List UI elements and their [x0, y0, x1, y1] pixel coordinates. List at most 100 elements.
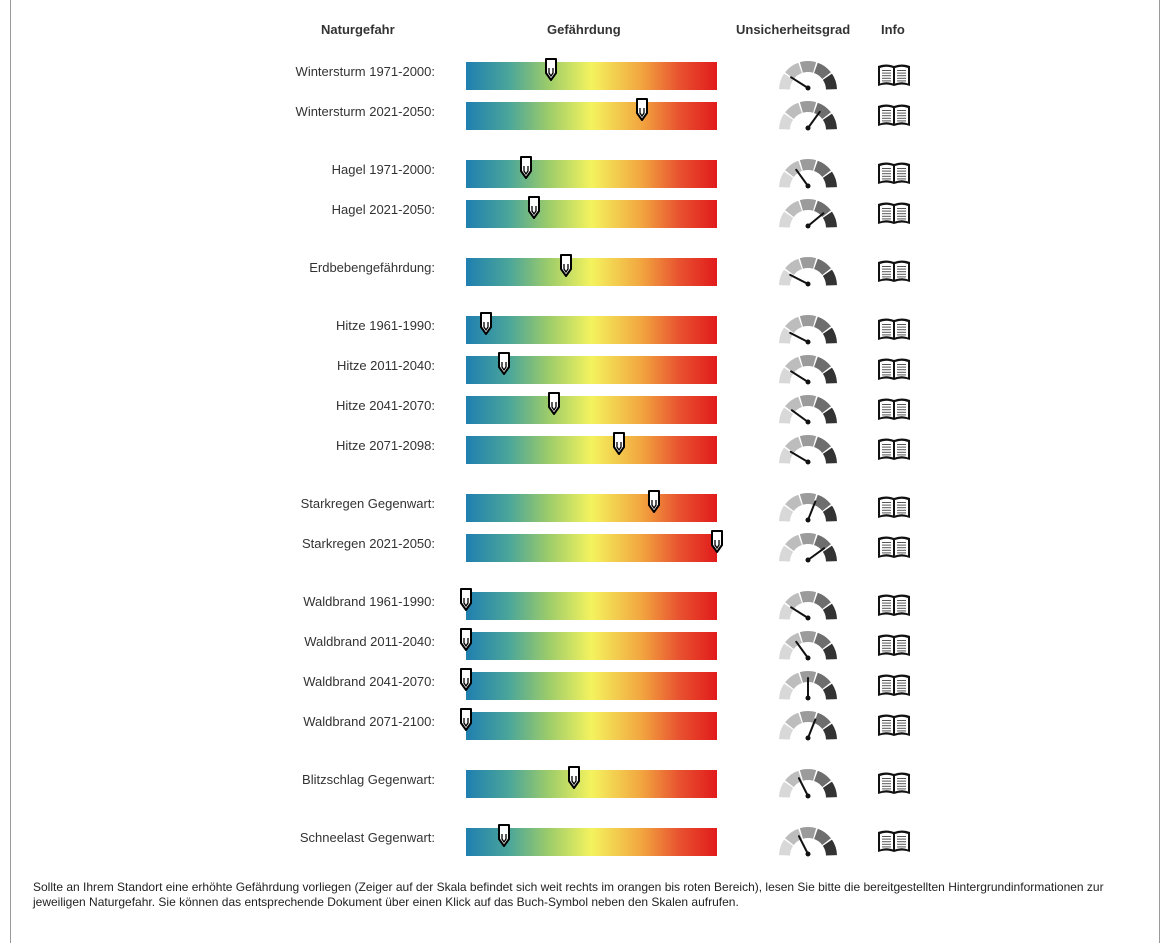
hazard-scale	[466, 254, 717, 286]
hazard-row: Waldbrand 1961-1990:	[11, 588, 1161, 621]
hazard-label: Hitze 1961-1990:	[335, 318, 435, 333]
hazard-label: Hitze 2041-2070:	[335, 398, 435, 413]
gauge-segment	[799, 769, 817, 781]
gauge-segment	[814, 712, 831, 729]
gauge-segment	[785, 396, 802, 413]
gauge-needle	[795, 168, 809, 187]
gauge-needle	[807, 110, 821, 129]
gauge-segment	[779, 781, 794, 798]
hazard-label: Starkregen Gegenwart:	[300, 496, 435, 511]
gauge-needle	[789, 273, 809, 285]
gauge-segment	[799, 631, 817, 643]
hazard-row: Wintersturm 2021-2050:	[11, 98, 1161, 131]
gauge-segment	[814, 592, 831, 609]
gauge-segment	[779, 407, 794, 424]
gauge-hub	[805, 223, 811, 229]
gauge-segment	[814, 632, 831, 649]
gauge-needle	[807, 718, 817, 739]
gauge-segment	[779, 839, 794, 856]
gauge-hub	[805, 459, 811, 465]
gauge-hub	[805, 281, 811, 287]
book-icon[interactable]	[877, 592, 911, 618]
hazard-scale	[466, 766, 717, 798]
book-icon[interactable]	[877, 436, 911, 462]
book-icon[interactable]	[877, 712, 911, 738]
hazard-row: Schneelast Gegenwart:	[11, 824, 1161, 858]
gauge-hub	[805, 85, 811, 91]
uncertainty-gauge-icon	[777, 352, 839, 386]
gauge-hub	[805, 557, 811, 563]
header-unsicherheitsgrad: Unsicherheitsgrad	[736, 22, 851, 37]
uncertainty-gauge-icon	[777, 392, 839, 426]
hazard-label: Erdbebengefährdung:	[309, 260, 435, 275]
scale-pointer-icon	[567, 766, 580, 790]
book-icon[interactable]	[877, 62, 911, 88]
uncertainty-gauge-icon	[777, 708, 839, 742]
book-icon[interactable]	[877, 770, 911, 796]
gauge-segment	[814, 672, 831, 689]
gauge-needle	[790, 370, 809, 383]
gauge-segment	[814, 258, 831, 275]
hazard-row: Erdbebengefährdung:	[11, 254, 1161, 287]
scale-pointer-icon	[520, 156, 533, 180]
book-icon[interactable]	[877, 632, 911, 658]
book-icon[interactable]	[877, 672, 911, 698]
gauge-segment	[814, 356, 831, 373]
uncertainty-gauge-icon	[777, 156, 839, 190]
hazard-label: Hitze 2071-2098:	[335, 438, 435, 453]
book-icon[interactable]	[877, 828, 911, 854]
gauge-segment	[814, 62, 831, 79]
uncertainty-gauge-icon	[777, 432, 839, 466]
gauge-segment	[822, 269, 837, 286]
gauge-segment	[779, 73, 794, 90]
hazard-scale	[466, 196, 717, 228]
book-icon[interactable]	[877, 160, 911, 186]
gauge-segment	[779, 327, 794, 344]
book-icon[interactable]	[877, 494, 911, 520]
scale-pointer-icon	[497, 824, 510, 848]
scale-pointer-icon	[545, 58, 558, 82]
hazard-scale	[466, 530, 723, 562]
book-icon[interactable]	[877, 356, 911, 382]
hazard-row: Waldbrand 2011-2040:	[11, 628, 1161, 661]
gauge-segment	[814, 770, 831, 787]
gauge-hub	[805, 517, 811, 523]
book-icon[interactable]	[877, 200, 911, 226]
gauge-hub	[805, 793, 811, 799]
gauge-segment	[822, 407, 837, 424]
book-icon[interactable]	[877, 316, 911, 342]
hazard-label: Waldbrand 2011-2040:	[304, 634, 435, 649]
gauge-segment	[779, 269, 794, 286]
gauge-segment	[822, 839, 837, 856]
gauge-segment	[785, 828, 802, 845]
gauge-segment	[785, 672, 802, 689]
book-icon[interactable]	[877, 258, 911, 284]
gauge-segment	[814, 396, 831, 413]
gauge-hub	[805, 615, 811, 621]
gauge-hub	[805, 379, 811, 385]
gauge-segment	[814, 494, 831, 511]
gauge-segment	[779, 505, 794, 522]
scale-pointer-icon	[648, 490, 661, 514]
hazard-row: Starkregen 2021-2050:	[11, 530, 1161, 563]
uncertainty-gauge-icon	[777, 824, 839, 858]
gauge-segment	[785, 200, 802, 217]
hazard-row: Hagel 1971-2000:	[11, 156, 1161, 190]
book-icon[interactable]	[877, 534, 911, 560]
hazard-label: Wintersturm 2021-2050:	[295, 104, 435, 119]
gauge-segment	[814, 436, 831, 453]
header-info: Info	[881, 22, 905, 37]
gauge-segment	[799, 355, 817, 367]
gauge-segment	[779, 683, 794, 700]
gauge-segment	[822, 603, 837, 620]
hazard-row: Starkregen Gegenwart:	[11, 490, 1161, 523]
hazard-row: Hitze 2011-2040:	[11, 352, 1161, 386]
book-icon[interactable]	[877, 396, 911, 422]
gauge-needle	[790, 409, 809, 423]
book-icon[interactable]	[877, 102, 911, 128]
hazard-row: Waldbrand 2071-2100:	[11, 708, 1161, 742]
hazard-label: Hagel 2021-2050:	[331, 202, 435, 217]
gauge-hub	[805, 695, 811, 701]
gauge-segment	[799, 435, 817, 447]
gauge-segment	[822, 367, 837, 384]
